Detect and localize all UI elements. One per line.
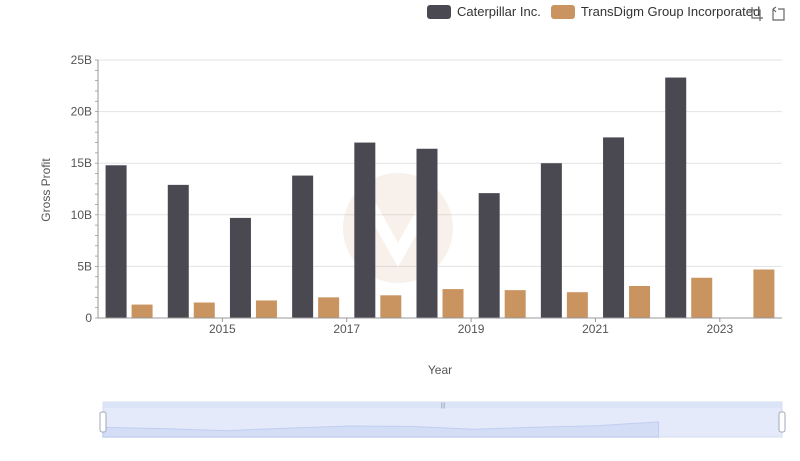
bar-transdigm-2021[interactable] xyxy=(566,292,588,318)
bar-transdigm-2023[interactable] xyxy=(691,277,713,318)
x-tick-label: 2021 xyxy=(582,322,609,336)
bar-caterpillar-2018[interactable] xyxy=(354,142,376,318)
bar-transdigm-2019[interactable] xyxy=(442,289,464,318)
bar-transdigm-2014[interactable] xyxy=(131,304,153,318)
slider-preview-area xyxy=(102,421,659,438)
legend-item-caterpillar[interactable]: Caterpillar Inc. xyxy=(427,4,541,19)
y-tick-label: 20B xyxy=(71,105,92,119)
slider-top-bar[interactable] xyxy=(103,402,782,408)
x-tick-label: 2015 xyxy=(209,322,236,336)
x-tick-label: 2019 xyxy=(458,322,485,336)
bar-transdigm-2022[interactable] xyxy=(629,286,651,318)
bar-caterpillar-2022[interactable] xyxy=(603,137,625,318)
y-axis-label: Gross Profit xyxy=(39,158,53,222)
x-axis-label: Year xyxy=(428,363,452,377)
slider-handle-left[interactable] xyxy=(99,411,107,433)
bar-transdigm-2024[interactable] xyxy=(753,269,775,318)
legend-swatch-caterpillar xyxy=(427,4,451,19)
bar-caterpillar-2015[interactable] xyxy=(167,184,189,318)
y-tick-label: 15B xyxy=(71,156,92,170)
toolbox xyxy=(748,6,786,22)
bar-caterpillar-2020[interactable] xyxy=(478,193,500,318)
x-tick-label: 2017 xyxy=(333,322,360,336)
bar-transdigm-2017[interactable] xyxy=(318,297,340,318)
restore-icon[interactable] xyxy=(770,6,786,22)
bar-caterpillar-2021[interactable] xyxy=(540,163,562,318)
bar-caterpillar-2019[interactable] xyxy=(416,148,438,318)
y-tick-label: 5B xyxy=(77,259,92,273)
bar-caterpillar-2016[interactable] xyxy=(229,217,251,318)
bar-transdigm-2018[interactable] xyxy=(380,295,402,318)
bar-caterpillar-2017[interactable] xyxy=(292,175,314,318)
y-tick-label: 0 xyxy=(85,311,92,325)
legend-item-transdigm[interactable]: TransDigm Group Incorporated xyxy=(550,4,761,19)
slider-handle-right[interactable] xyxy=(778,411,786,433)
slider-selection[interactable] xyxy=(103,408,782,437)
data-zoom-slider[interactable]: ||| xyxy=(99,401,786,438)
legend-label-transdigm: TransDigm Group Incorporated xyxy=(580,4,761,19)
x-axis: 2015 2017 2019 2021 2023 xyxy=(98,317,782,336)
slider-grip-icon[interactable]: ||| xyxy=(441,403,446,409)
y-tick-label: 10B xyxy=(71,208,92,222)
bar-transdigm-2016[interactable] xyxy=(255,300,277,318)
legend-swatch-transdigm xyxy=(550,4,575,19)
legend-label-caterpillar: Caterpillar Inc. xyxy=(457,4,541,19)
x-tick-label: 2023 xyxy=(706,322,733,336)
zoom-icon[interactable] xyxy=(748,6,764,22)
bar-transdigm-2015[interactable] xyxy=(193,302,215,318)
y-tick-label: 25B xyxy=(71,53,92,67)
legend: Caterpillar Inc. TransDigm Group Incorpo… xyxy=(427,4,770,19)
bar-caterpillar-2014[interactable] xyxy=(105,165,127,318)
bar-caterpillar-2023[interactable] xyxy=(665,77,687,318)
bar-transdigm-2020[interactable] xyxy=(504,290,526,318)
y-axis: 0 5B 10B 15B 20B 25B xyxy=(71,53,99,325)
bars xyxy=(105,77,775,318)
